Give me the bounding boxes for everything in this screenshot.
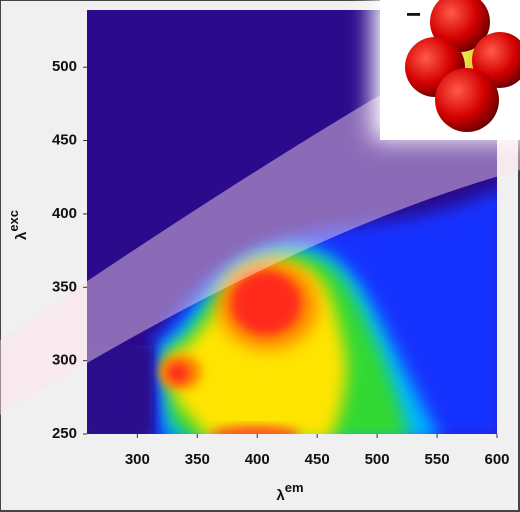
- y-tick-label: 350: [52, 278, 77, 295]
- y-tick-label: 400: [52, 205, 77, 222]
- y-tick-label: 450: [52, 132, 77, 149]
- contour-peak: [231, 271, 301, 335]
- x-tick-label: 300: [125, 451, 150, 468]
- axis-superscript: em: [285, 480, 304, 495]
- x-tick-label: 350: [185, 451, 210, 468]
- x-tick-label: 400: [245, 451, 270, 468]
- inset-charge: −: [406, 0, 421, 29]
- y-tick-label: 250: [52, 425, 77, 442]
- y-tick-label: 500: [52, 58, 77, 75]
- y-tick-label: 300: [52, 352, 77, 369]
- contour-field: [87, 10, 497, 434]
- x-tick-label: 500: [365, 451, 390, 468]
- axis-symbol: λ: [13, 231, 30, 240]
- axis-symbol: λ: [276, 487, 285, 504]
- x-tick-label: 450: [305, 451, 330, 468]
- axis-superscript: exc: [6, 210, 21, 232]
- x-tick-label: 600: [484, 451, 509, 468]
- contour-peak: [210, 426, 300, 434]
- contour-peak: [167, 363, 189, 383]
- light-beam: [0, 95, 520, 415]
- x-tick-label: 550: [425, 451, 450, 468]
- plot-area: [87, 345, 152, 434]
- oxygen-atom: [435, 68, 499, 132]
- inset: −: [372, 0, 520, 140]
- y-axis-label: λexc: [6, 210, 30, 240]
- x-axis-label: λem: [276, 480, 303, 504]
